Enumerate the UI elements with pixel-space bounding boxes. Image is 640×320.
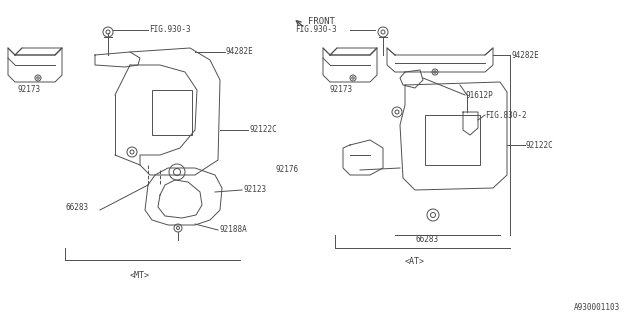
Text: FRONT: FRONT — [308, 18, 335, 27]
Text: 92123: 92123 — [243, 186, 266, 195]
Text: <AT>: <AT> — [405, 258, 425, 267]
Text: 91612P: 91612P — [465, 91, 493, 100]
Bar — [425, 115, 480, 165]
Text: 92173: 92173 — [330, 85, 353, 94]
Text: 66283: 66283 — [415, 236, 438, 244]
Text: FIG.930-3: FIG.930-3 — [295, 26, 337, 35]
Text: 92188A: 92188A — [219, 226, 247, 235]
Bar — [152, 90, 192, 135]
Text: 94282E: 94282E — [226, 47, 253, 57]
Text: FIG.930-3: FIG.930-3 — [149, 26, 191, 35]
Text: 66283: 66283 — [65, 204, 88, 212]
Text: 94282E: 94282E — [511, 51, 539, 60]
Text: FIG.830-2: FIG.830-2 — [485, 110, 527, 119]
Text: A930001103: A930001103 — [573, 303, 620, 313]
Text: 92122C: 92122C — [249, 125, 276, 134]
Text: <MT>: <MT> — [130, 270, 150, 279]
Text: 92176: 92176 — [275, 165, 298, 174]
Text: 92122C: 92122C — [525, 140, 553, 149]
Text: 92173: 92173 — [18, 85, 41, 94]
